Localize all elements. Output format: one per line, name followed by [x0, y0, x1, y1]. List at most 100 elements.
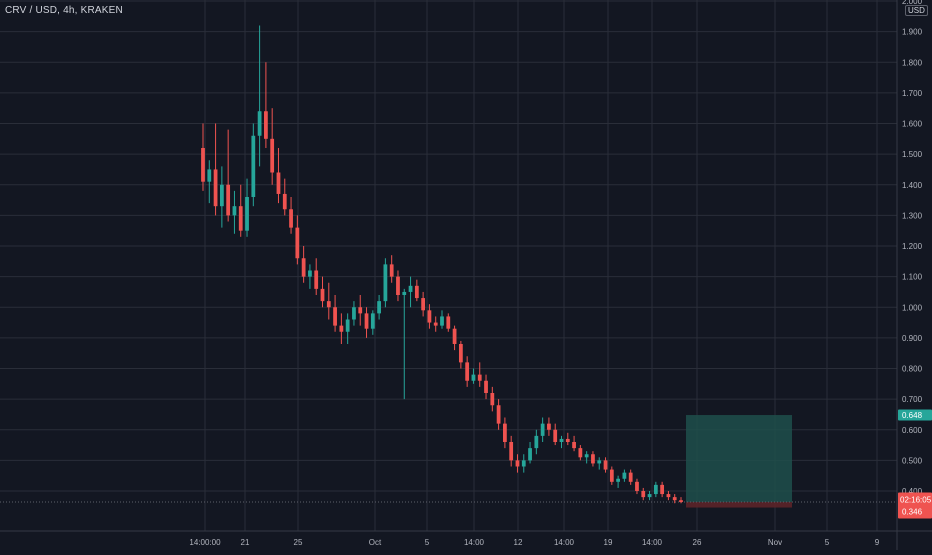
candle-body	[414, 285, 419, 299]
candle-body	[528, 448, 532, 461]
candle-body	[484, 380, 488, 393]
x-tick-label: 19	[604, 538, 613, 547]
candle-body	[515, 460, 520, 467]
currency-badge[interactable]: USD	[905, 5, 928, 16]
candle-body	[232, 206, 237, 216]
x-tick-label: 14:00	[554, 538, 575, 547]
loss-zone[interactable]	[686, 502, 792, 508]
candle-body	[490, 393, 495, 406]
candle-body	[207, 169, 212, 182]
candles	[201, 25, 683, 504]
y-tick-label: 1.200	[902, 242, 923, 251]
candle-body	[503, 423, 507, 442]
symbol-title[interactable]: CRV / USD, 4h, KRAKEN	[5, 5, 123, 16]
candle-body	[616, 478, 620, 482]
candle-body	[301, 258, 306, 277]
candle-body	[628, 472, 633, 482]
candle-body	[578, 448, 583, 458]
price-axis[interactable]: 2.000 1.900 1.800 1.700 1.600 1.500 1.400 1.300…	[896, 0, 923, 550]
candle-body	[295, 227, 300, 259]
candle-body	[641, 491, 646, 498]
stop-price-tag: 02:16:05 0.346	[898, 492, 932, 519]
candle-body	[396, 276, 400, 295]
y-tick-label: 0.400	[902, 487, 923, 496]
candle-body	[358, 307, 363, 314]
candle-body	[496, 405, 501, 424]
candle-body	[370, 313, 375, 329]
candle-body	[465, 362, 470, 381]
candle-body	[213, 169, 218, 207]
candle-body	[622, 472, 627, 479]
candle-body	[326, 301, 331, 308]
y-tick-label: 1.900	[902, 28, 923, 37]
candle-body	[352, 307, 356, 320]
candle-body	[509, 442, 514, 461]
x-tick-label: 5	[425, 538, 430, 547]
risk-reward-zone[interactable]	[0, 415, 897, 508]
x-tick-label: 14:00	[464, 538, 485, 547]
y-tick-label: 1.500	[902, 150, 923, 159]
x-tick-label: 26	[693, 538, 702, 547]
y-tick-label: 1.100	[902, 273, 923, 282]
y-tick-label: 0.600	[902, 426, 923, 435]
candle-body	[660, 484, 665, 495]
candle-body	[364, 313, 369, 329]
candle-body	[597, 460, 602, 464]
candle-body	[276, 172, 281, 194]
candle-body	[666, 494, 671, 498]
candle-body	[389, 264, 394, 277]
stop-price-value: 0.346	[902, 508, 923, 517]
candle-body	[635, 481, 639, 491]
candle-body	[458, 344, 463, 363]
candle-body	[282, 193, 287, 210]
x-tick-label: 12	[514, 538, 523, 547]
x-tick-label: 21	[241, 538, 250, 547]
y-tick-label: 1.000	[902, 303, 923, 312]
candle-body	[251, 135, 256, 197]
candle-body	[521, 460, 526, 467]
x-tick-label: 25	[294, 538, 303, 547]
candle-body	[402, 291, 407, 295]
candle-body	[264, 111, 268, 139]
candle-body	[219, 184, 224, 207]
candle-body	[452, 328, 457, 344]
candle-body	[257, 111, 262, 136]
candle-body	[345, 319, 350, 332]
x-tick-label: Nov	[768, 538, 782, 547]
y-tick-label: 1.600	[902, 120, 923, 129]
profit-zone[interactable]	[686, 415, 792, 503]
candle-body	[201, 148, 205, 182]
candle-body	[572, 442, 576, 449]
candle-body	[471, 374, 476, 381]
grid	[0, 0, 897, 531]
x-tick-label: 9	[875, 538, 880, 547]
candle-body	[238, 206, 243, 231]
y-tick-label: 2.000	[902, 0, 923, 6]
candle-body	[339, 325, 344, 332]
y-tick-label: 1.300	[902, 211, 923, 220]
candle-body	[477, 374, 482, 381]
y-tick-label: 1.700	[902, 89, 923, 98]
y-tick-label: 1.400	[902, 181, 923, 190]
y-tick-label: 0.700	[902, 395, 923, 404]
x-tick-label: 14:00	[642, 538, 663, 547]
candle-body	[603, 460, 608, 470]
candle-body	[314, 270, 319, 289]
candle-body	[446, 316, 451, 329]
target-price-tag-value: 0.648	[902, 411, 923, 420]
candle-body	[308, 270, 312, 277]
candle-body	[553, 429, 558, 442]
candle-body	[377, 301, 381, 314]
time-axis[interactable]: 14:00:00 21 25 Oct 5 14:00 12 14:00 19 14:00 26 Nov…	[0, 530, 932, 547]
y-tick-label: 1.800	[902, 58, 923, 67]
candle-body	[540, 423, 545, 436]
candle-body	[547, 423, 551, 430]
candle-body	[679, 500, 683, 503]
countdown-label: 02:16:05	[900, 496, 932, 505]
candle-body	[440, 316, 444, 326]
candle-body	[421, 298, 426, 311]
candle-body	[408, 285, 413, 292]
candle-body	[591, 454, 595, 464]
